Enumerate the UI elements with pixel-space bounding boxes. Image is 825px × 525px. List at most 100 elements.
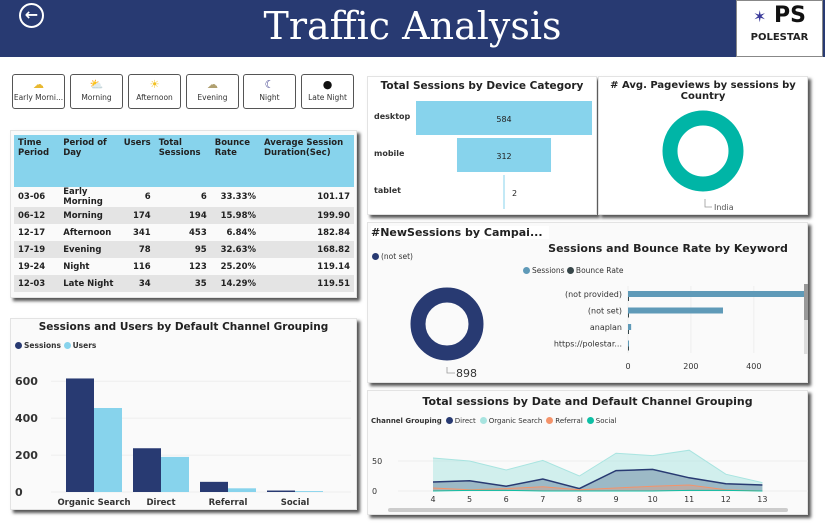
bar-sessions[interactable] bbox=[628, 307, 723, 314]
table-cell: Early Morning bbox=[63, 187, 103, 207]
table-cell: 06-12 bbox=[14, 207, 60, 224]
x-tick-label: 8 bbox=[577, 495, 582, 504]
donut-slice-india bbox=[662, 110, 744, 192]
legend-dot bbox=[445, 417, 453, 424]
bar-bounce-rate[interactable] bbox=[628, 330, 629, 334]
horizontal-scrollbar[interactable] bbox=[388, 508, 788, 512]
table-cell: 78 bbox=[119, 241, 155, 258]
back-arrow-icon[interactable]: ← bbox=[19, 3, 44, 28]
bar-bounce-rate[interactable] bbox=[628, 313, 629, 318]
bar-sessions[interactable] bbox=[628, 324, 632, 330]
slicer-button-night[interactable]: ☾ Night bbox=[243, 74, 296, 109]
donut-label: India bbox=[714, 203, 734, 212]
funnel-bar-mobile[interactable] bbox=[456, 138, 552, 172]
table-cell: 14.29% bbox=[210, 275, 260, 292]
bar-sessions[interactable] bbox=[628, 340, 629, 347]
campaign-keyword-panel: #NewSessions by Campai... (not set) 898 … bbox=[367, 222, 808, 383]
donut-label: 898 bbox=[456, 367, 477, 380]
slicer-button-afternoon[interactable]: ☀ Afternoon bbox=[128, 74, 181, 109]
column-header[interactable]: Average Session Duration(Sec) bbox=[260, 135, 354, 187]
y-tick-label: 0 bbox=[372, 487, 377, 496]
table-row: 06-12 Morning 174 194 15.98% 199.90 bbox=[14, 207, 354, 224]
bar-sessions[interactable] bbox=[628, 291, 808, 297]
slicer-button-evening[interactable]: ☁ Evening bbox=[186, 74, 239, 109]
table-cell: 19-24 bbox=[18, 261, 46, 272]
logo-text: POLESTAR bbox=[750, 32, 809, 43]
chart-title: Sessions and Bounce Rate by Keyword bbox=[548, 242, 788, 255]
x-tick-label: 12 bbox=[721, 495, 731, 504]
legend-dot bbox=[566, 267, 574, 274]
x-tick-label: 13 bbox=[757, 495, 767, 504]
slicer-button-late-night[interactable]: ● Late Night bbox=[301, 74, 354, 109]
bar-users[interactable] bbox=[94, 408, 122, 492]
data-label: 312 bbox=[496, 152, 511, 161]
funnel-bar-tablet[interactable] bbox=[503, 175, 505, 209]
slicer-button-early-morni-[interactable]: ☁ Early Morni... bbox=[12, 74, 65, 109]
y-tick-label: 400 bbox=[15, 412, 38, 425]
chart-title: Sessions and Users by Default Channel Gr… bbox=[38, 321, 329, 333]
data-label: 584 bbox=[496, 115, 511, 124]
x-tick-label: 9 bbox=[613, 495, 618, 504]
column-header[interactable]: Users bbox=[119, 135, 155, 187]
column-header[interactable]: Time Period bbox=[14, 135, 60, 187]
line-referral[interactable] bbox=[432, 484, 763, 492]
donut-slice-not-set bbox=[410, 287, 484, 361]
table-cell: Afternoon bbox=[63, 227, 112, 238]
legend-label: Sessions bbox=[24, 341, 61, 350]
column-header[interactable]: Bounce Rate bbox=[210, 135, 260, 187]
slicer-button-label: Morning bbox=[81, 93, 112, 102]
y-tick-label: 0 bbox=[15, 486, 23, 499]
line-organic-search[interactable] bbox=[432, 449, 763, 484]
slicer-button-morning[interactable]: ⛅ Morning bbox=[70, 74, 123, 109]
legend-dot bbox=[63, 342, 71, 349]
table-cell: 123 bbox=[188, 261, 207, 272]
chart-legend: Sessions Bounce Rate bbox=[523, 266, 623, 275]
polestar-logo: ✶ PS POLESTAR bbox=[736, 0, 823, 57]
table-cell: 174 bbox=[119, 207, 155, 224]
bar-bounce-rate[interactable] bbox=[628, 346, 629, 351]
line-direct[interactable] bbox=[432, 468, 763, 490]
header-bar bbox=[0, 0, 825, 57]
funnel-bar-desktop[interactable] bbox=[416, 101, 592, 135]
logo-letters: PS bbox=[774, 3, 807, 28]
chart-title: #NewSessions by Campai... bbox=[371, 226, 549, 239]
x-tick-label: 4 bbox=[430, 495, 435, 504]
line-social[interactable] bbox=[432, 489, 763, 492]
column-header[interactable]: Total Sessions bbox=[154, 135, 211, 187]
legend-title: Channel Grouping bbox=[371, 417, 442, 425]
x-tick-label: 6 bbox=[504, 495, 509, 504]
bar-sessions[interactable] bbox=[133, 448, 161, 492]
bar-sessions[interactable] bbox=[267, 490, 295, 492]
data-label: 2 bbox=[512, 189, 517, 198]
category-label: desktop bbox=[374, 112, 411, 121]
channel-chart-panel: Sessions and Users by Default Channel Gr… bbox=[10, 318, 357, 510]
scrollbar-thumb[interactable] bbox=[804, 284, 808, 320]
time-period-table-panel: Time Period Period of Day Users Total Sessi… bbox=[10, 130, 357, 298]
table-cell: 101.17 bbox=[317, 192, 350, 202]
slicer-button-label: Early Morni... bbox=[13, 93, 64, 102]
area-organic-search bbox=[433, 450, 763, 491]
table-cell: 12-17 bbox=[18, 227, 46, 238]
table-cell: 116 bbox=[132, 261, 151, 272]
bar-users[interactable] bbox=[161, 456, 189, 492]
legend-label: Bounce Rate bbox=[575, 266, 624, 275]
legend-dot bbox=[586, 417, 594, 424]
table-cell: 17-19 bbox=[14, 241, 60, 258]
column-header[interactable]: Period of Day bbox=[59, 135, 120, 187]
table-cell: 34 bbox=[119, 275, 155, 292]
x-tick-label: 200 bbox=[683, 362, 698, 371]
bar-sessions[interactable] bbox=[66, 378, 94, 492]
table-cell: 35 bbox=[154, 275, 211, 292]
slicer-button-label: Evening bbox=[197, 93, 228, 102]
table-cell: 199.90 bbox=[260, 207, 354, 224]
legend-dot bbox=[523, 267, 530, 274]
legend-label: Sessions bbox=[532, 266, 565, 275]
table-cell: 95 bbox=[154, 241, 211, 258]
bar-users[interactable] bbox=[295, 491, 323, 492]
bar-sessions[interactable] bbox=[200, 481, 228, 492]
bar-users[interactable] bbox=[228, 488, 256, 492]
legend-label: (not set) bbox=[381, 252, 413, 261]
chart-legend: Sessions Users bbox=[15, 341, 356, 350]
x-tick-label: 7 bbox=[540, 495, 545, 504]
bar-bounce-rate[interactable] bbox=[628, 297, 629, 301]
